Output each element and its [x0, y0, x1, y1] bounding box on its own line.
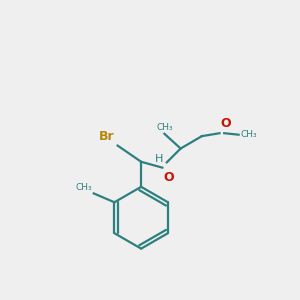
Text: CH₃: CH₃: [240, 130, 257, 139]
Text: O: O: [164, 171, 174, 184]
Text: O: O: [220, 117, 231, 130]
Text: CH₃: CH₃: [156, 123, 173, 132]
Text: H: H: [155, 154, 164, 164]
Text: Br: Br: [98, 130, 114, 143]
Text: CH₃: CH₃: [75, 183, 92, 192]
